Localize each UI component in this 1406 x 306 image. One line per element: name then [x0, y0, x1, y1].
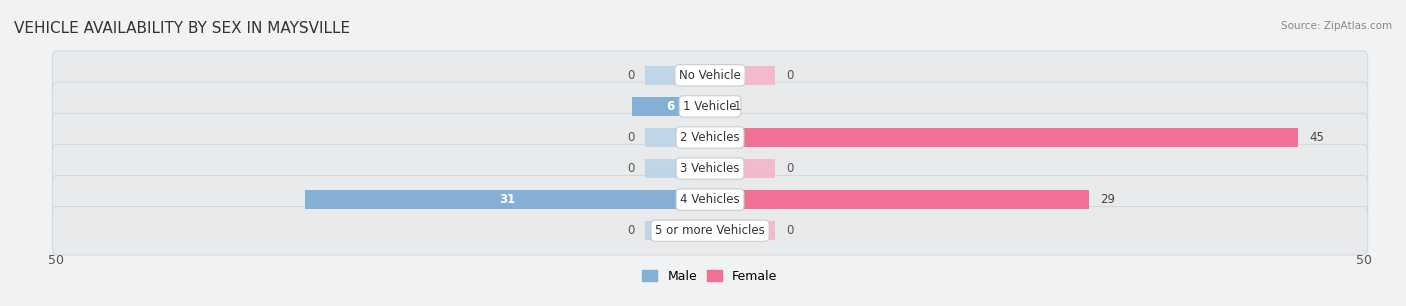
Bar	[305, 190, 710, 209]
Text: 0: 0	[627, 131, 634, 144]
FancyBboxPatch shape	[52, 82, 1368, 131]
Text: Source: ZipAtlas.com: Source: ZipAtlas.com	[1281, 21, 1392, 32]
Text: 6: 6	[666, 100, 675, 113]
FancyBboxPatch shape	[52, 51, 1368, 99]
Text: 0: 0	[627, 224, 634, 237]
Text: 0: 0	[627, 162, 634, 175]
Text: 2 Vehicles: 2 Vehicles	[681, 131, 740, 144]
Bar	[644, 128, 710, 147]
Text: VEHICLE AVAILABILITY BY SEX IN MAYSVILLE: VEHICLE AVAILABILITY BY SEX IN MAYSVILLE	[14, 21, 350, 36]
FancyBboxPatch shape	[52, 175, 1368, 224]
Bar	[710, 128, 1298, 147]
Text: 29: 29	[1099, 193, 1115, 206]
Bar	[710, 66, 776, 85]
Text: 0: 0	[786, 224, 793, 237]
Bar	[710, 221, 776, 240]
Text: No Vehicle: No Vehicle	[679, 69, 741, 82]
FancyBboxPatch shape	[52, 207, 1368, 255]
Legend: Male, Female: Male, Female	[637, 265, 783, 288]
FancyBboxPatch shape	[52, 144, 1368, 193]
Bar	[710, 159, 776, 178]
Bar	[644, 159, 710, 178]
Text: 5 or more Vehicles: 5 or more Vehicles	[655, 224, 765, 237]
Bar	[710, 97, 723, 116]
Bar	[631, 97, 710, 116]
FancyBboxPatch shape	[52, 113, 1368, 162]
Bar	[644, 66, 710, 85]
Text: 0: 0	[786, 162, 793, 175]
Bar	[710, 190, 1090, 209]
Text: 3 Vehicles: 3 Vehicles	[681, 162, 740, 175]
Text: 1: 1	[734, 100, 741, 113]
Text: 4 Vehicles: 4 Vehicles	[681, 193, 740, 206]
Text: 45: 45	[1309, 131, 1324, 144]
Text: 1 Vehicle: 1 Vehicle	[683, 100, 737, 113]
Text: 31: 31	[499, 193, 516, 206]
Bar	[644, 221, 710, 240]
Text: 0: 0	[627, 69, 634, 82]
Text: 0: 0	[786, 69, 793, 82]
